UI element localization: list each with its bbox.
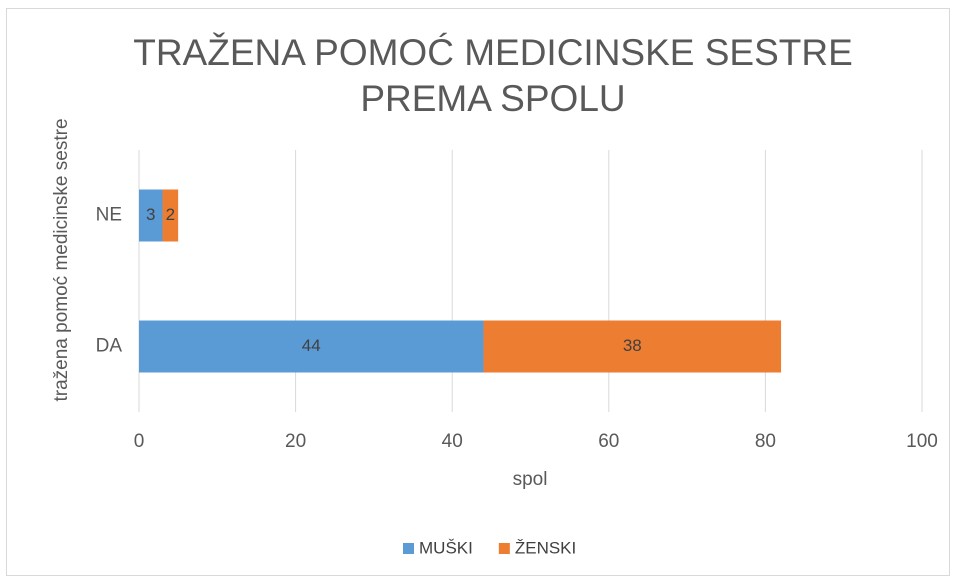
x-axis-label: spol bbox=[513, 469, 548, 490]
data-label: 38 bbox=[623, 336, 642, 355]
chart-title: TRAŽENA POMOĆ MEDICINSKE SESTRE PREMA SP… bbox=[133, 32, 853, 119]
x-tick-label: 100 bbox=[906, 431, 938, 452]
bar-segment bbox=[139, 189, 163, 242]
data-label: 44 bbox=[302, 336, 321, 355]
y-tick-label: DA bbox=[96, 336, 123, 357]
x-tick-label: 60 bbox=[598, 431, 619, 452]
bar-segment bbox=[162, 189, 179, 242]
data-label: 2 bbox=[166, 205, 175, 224]
bar-segment bbox=[483, 320, 782, 373]
y-axis-label: tražena pomoć medicinske sestre bbox=[51, 118, 72, 401]
y-tick-label: NE bbox=[96, 205, 122, 226]
x-tick-label: 0 bbox=[134, 431, 145, 452]
bar-segment bbox=[139, 320, 484, 373]
x-tick-label: 80 bbox=[755, 431, 776, 452]
legend-swatch bbox=[498, 543, 510, 554]
data-label: 3 bbox=[146, 205, 155, 224]
legend-label: ŽENSKI bbox=[515, 538, 576, 557]
legend-swatch bbox=[403, 543, 414, 554]
chart-frame bbox=[6, 8, 950, 576]
x-tick-label: 40 bbox=[442, 431, 463, 452]
x-tick-label: 20 bbox=[285, 431, 306, 452]
legend-label: MUŠKI bbox=[419, 538, 473, 557]
